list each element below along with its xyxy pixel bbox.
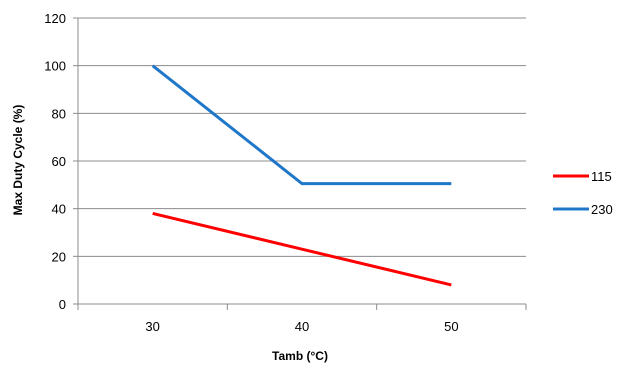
series-line-115	[152, 211, 452, 287]
y-axis-title: Max Duty Cycle (%)	[11, 105, 25, 216]
x-axis-title: Tamb (°C)	[272, 349, 328, 363]
legend-label-115: 115	[591, 169, 612, 184]
y-tick-label: 20	[52, 249, 66, 264]
y-tick-label: 100	[44, 59, 66, 74]
axes	[73, 17, 527, 310]
y-tick-labels: 0 20 40 60 80 100 120	[44, 11, 66, 312]
x-tick-labels: 30 40 50	[145, 319, 458, 334]
x-tick-label: 30	[145, 319, 159, 334]
legend-label-230: 230	[591, 202, 613, 217]
series-line-230	[151, 64, 452, 186]
grid-lines	[78, 17, 526, 257]
data-series	[151, 64, 452, 287]
x-tick-label: 40	[295, 319, 309, 334]
legend: 115 230	[553, 169, 613, 217]
y-tick-label: 40	[52, 202, 66, 217]
y-tick-label: 0	[59, 297, 66, 312]
y-tick-label: 80	[52, 106, 66, 121]
y-tick-label: 60	[52, 154, 66, 169]
y-tick-label: 120	[44, 11, 66, 26]
x-tick-label: 50	[444, 319, 458, 334]
